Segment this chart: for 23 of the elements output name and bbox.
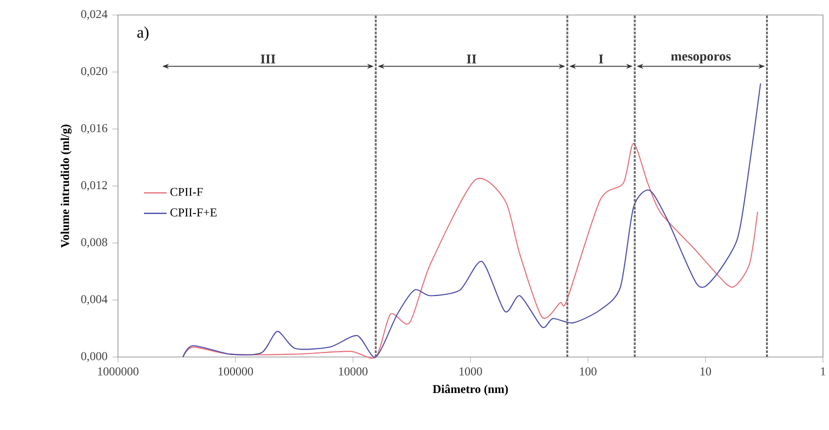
- y-axis-title: Volume intrudido (ml/g): [60, 124, 72, 248]
- y-tick-label: 0,020: [81, 67, 108, 77]
- annotation: I: [598, 54, 604, 64]
- x-tick-label: 10000: [339, 367, 368, 376]
- x-tick-label: 1: [821, 367, 826, 376]
- x-tick-label: 1000: [460, 367, 482, 376]
- legend-label: CPII-F+E: [170, 208, 217, 216]
- annotation: II: [466, 54, 476, 64]
- annotation: III: [260, 54, 276, 64]
- annotation: a): [137, 26, 148, 41]
- x-tick-label: 100: [580, 367, 596, 376]
- y-tick-label: 0,004: [81, 295, 108, 305]
- x-tick-label: 10: [700, 367, 712, 376]
- legend-label: CPII-F: [170, 188, 203, 196]
- y-tick-label: 0,000: [81, 352, 108, 362]
- y-tick-label: 0,012: [81, 181, 107, 191]
- y-tick-label: 0,024: [81, 10, 108, 20]
- y-tick-label: 0,008: [81, 238, 108, 248]
- x-axis-title: Diâmetro (nm): [432, 384, 508, 396]
- x-tick-label: 1000000: [98, 367, 138, 376]
- y-tick-label: 0,016: [81, 124, 108, 134]
- x-tick-label: 100000: [218, 367, 253, 376]
- annotation: mesoporos: [671, 54, 731, 64]
